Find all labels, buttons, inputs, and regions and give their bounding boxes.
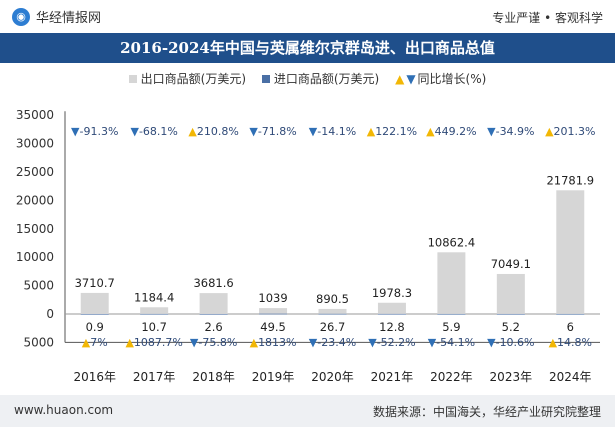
x-tick-label: 2021年 <box>371 370 414 384</box>
import-growth-label: ▼-23.4% <box>309 336 356 349</box>
legend-import: 进口商品额(万美元) <box>261 70 380 87</box>
import-value-label: 5.2 <box>502 320 520 334</box>
export-value-label: 1978.3 <box>372 286 412 300</box>
y-tick-label: 5000 <box>23 335 54 349</box>
export-growth-label: ▼-91.3% <box>71 125 118 138</box>
export-bar <box>318 308 347 314</box>
y-tick-label: 20000 <box>16 193 54 207</box>
import-bar <box>318 313 347 315</box>
slogan: 专业严谨 • 客观科学 <box>492 11 603 25</box>
import-bar <box>80 313 109 315</box>
import-value-label: 12.8 <box>379 320 405 334</box>
import-value-label: 0.9 <box>86 320 104 334</box>
export-bar <box>140 307 169 314</box>
triangle-down-icon: ▼ <box>406 72 416 86</box>
legend-import-label: 进口商品额(万美元) <box>273 72 380 86</box>
export-value-label: 3681.6 <box>193 276 233 290</box>
import-bar <box>377 313 406 315</box>
legend-export-label: 出口商品额(万美元) <box>140 72 247 86</box>
import-value-label: 5.9 <box>442 320 460 334</box>
legend-growth: ▲ ▼ 同比增长(%) <box>395 70 486 87</box>
chart-title: 2016-2024年中国与英属维尔京群岛进、出口商品总值 <box>120 39 495 57</box>
import-bar <box>437 313 466 315</box>
x-tick-label: 2022年 <box>430 370 473 384</box>
export-growth-label: ▲449.2% <box>426 125 476 138</box>
brand-logo-icon: ◉ <box>12 7 30 26</box>
export-value-label: 3710.7 <box>75 276 115 290</box>
x-tick-label: 2017年 <box>133 370 176 384</box>
export-growth-label: ▼-68.1% <box>130 125 177 138</box>
import-bar <box>556 313 585 315</box>
import-bar <box>259 313 288 315</box>
export-bar <box>496 273 525 314</box>
y-tick-label: 25000 <box>16 165 54 179</box>
import-growth-label: ▲7% <box>82 336 108 349</box>
footer-source: 数据来源：中国海关，华经产业研究院整理 <box>372 405 601 419</box>
x-tick-label: 2023年 <box>490 370 533 384</box>
import-value-label: 10.7 <box>141 320 167 334</box>
legend-import-swatch <box>261 75 270 83</box>
legend-growth-label: 同比增长(%) <box>417 72 487 86</box>
export-value-label: 1039 <box>258 291 287 305</box>
import-growth-label: ▼-75.8% <box>190 336 237 349</box>
x-tick-label: 2016年 <box>73 370 116 384</box>
x-tick-label: 2019年 <box>252 370 295 384</box>
export-value-label: 7049.1 <box>491 257 531 271</box>
x-tick-label: 2020年 <box>311 370 354 384</box>
export-growth-label: ▼-14.1% <box>309 125 356 138</box>
export-value-label: 1184.4 <box>134 290 174 304</box>
export-value-label: 10862.4 <box>428 235 476 249</box>
triangle-up-icon: ▲ <box>395 72 405 86</box>
export-growth-label: ▲201.3% <box>545 125 595 138</box>
y-tick-label: 10000 <box>16 250 54 264</box>
import-bar <box>496 313 525 315</box>
import-bar <box>199 313 228 315</box>
y-tick-label: 15000 <box>16 222 54 236</box>
legend-export: 出口商品额(万美元) <box>128 70 247 87</box>
export-value-label: 890.5 <box>316 292 349 306</box>
export-bar <box>80 292 109 314</box>
import-growth-label: ▼-54.1% <box>428 336 475 349</box>
brand-name: 华经情报网 <box>36 11 102 26</box>
legend-export-swatch <box>128 75 137 83</box>
title-band: 2016-2024年中国与英属维尔京群岛进、出口商品总值 <box>0 33 615 63</box>
import-growth-label: ▲1813% <box>250 336 297 349</box>
export-value-label: 21781.9 <box>546 173 594 187</box>
export-growth-label: ▼-34.9% <box>487 125 534 138</box>
import-value-label: 26.7 <box>320 320 346 334</box>
export-bar <box>556 190 585 314</box>
export-growth-label: ▲210.8% <box>188 125 238 138</box>
brand: ◉ 华经情报网 <box>12 7 101 26</box>
top-bar: ◉ 华经情报网 专业严谨 • 客观科学 <box>0 0 615 32</box>
y-tick-label: 5000 <box>23 279 54 293</box>
x-tick-label: 2024年 <box>549 370 592 384</box>
import-growth-label: ▼-52.2% <box>368 336 415 349</box>
y-tick-label: 0 <box>46 307 54 321</box>
export-bar <box>437 252 466 314</box>
y-tick-label: 30000 <box>16 137 54 151</box>
import-value-label: 49.5 <box>260 320 286 334</box>
footer-site: www.huaon.com <box>14 403 114 417</box>
y-tick-label: 35000 <box>16 108 54 122</box>
export-growth-label: ▼-71.8% <box>249 125 296 138</box>
export-bar <box>199 293 228 314</box>
legend: 出口商品额(万美元) 进口商品额(万美元) ▲ ▼ 同比增长(%) <box>0 70 615 87</box>
export-bar <box>377 302 406 314</box>
import-value-label: 2.6 <box>204 320 222 334</box>
import-value-label: 6 <box>567 320 574 334</box>
import-growth-label: ▼-10.6% <box>487 336 534 349</box>
export-bar <box>259 308 288 314</box>
footer: www.huaon.com 数据来源：中国海关，华经产业研究院整理 <box>0 395 615 427</box>
import-bar <box>140 313 169 315</box>
x-tick-label: 2018年 <box>192 370 235 384</box>
import-growth-label: ▲14.8% <box>549 336 592 349</box>
import-growth-label: ▲1087.7% <box>125 336 182 349</box>
export-growth-label: ▲122.1% <box>367 125 417 138</box>
